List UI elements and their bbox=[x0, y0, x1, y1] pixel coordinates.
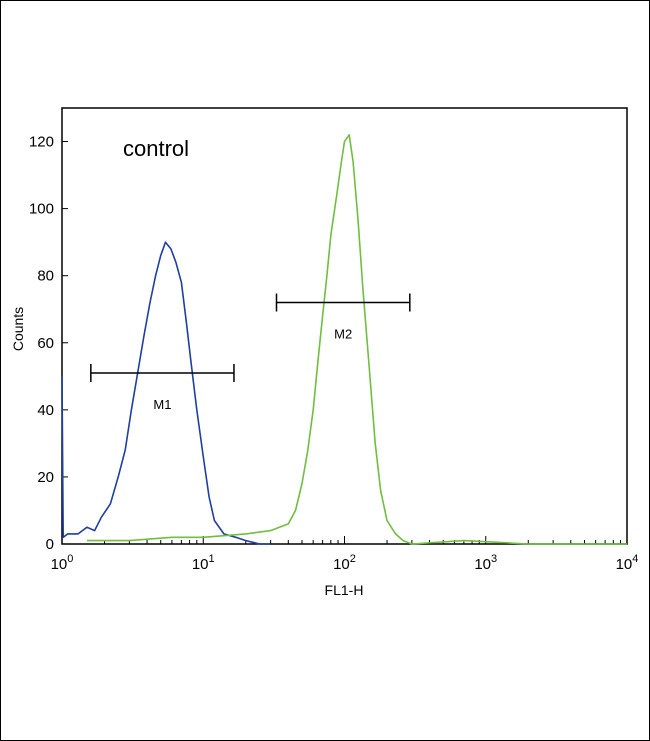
marker-label: M1 bbox=[153, 397, 171, 412]
marker-label: M2 bbox=[334, 327, 352, 342]
x-tick-label: 103 bbox=[474, 553, 497, 573]
gate-markers: M1 M2 bbox=[90, 293, 411, 412]
control-annotation: control bbox=[123, 136, 189, 161]
x-tick-label: 100 bbox=[51, 553, 74, 573]
y-axis-ticks: 0 20 40 60 80 100 120 bbox=[29, 134, 68, 553]
x-tick-label: 102 bbox=[333, 553, 356, 573]
histogram-series-1 bbox=[61, 241, 271, 545]
y-tick-label: 60 bbox=[37, 335, 54, 352]
y-tick-label: 80 bbox=[37, 268, 54, 285]
y-tick-label: 120 bbox=[29, 134, 54, 151]
x-tick-label: 104 bbox=[616, 553, 639, 573]
y-axis-title: Counts bbox=[10, 307, 26, 351]
x-tick-label: 101 bbox=[192, 553, 215, 573]
x-axis-ticks: 100 101 102 103 104 bbox=[51, 536, 639, 573]
y-tick-label: 0 bbox=[46, 536, 54, 553]
y-tick-label: 40 bbox=[37, 402, 54, 419]
x-axis-title: FL1-H bbox=[325, 582, 364, 598]
histogram-series-2 bbox=[86, 134, 627, 545]
y-tick-label: 20 bbox=[37, 469, 54, 486]
series-layer bbox=[61, 134, 627, 545]
y-tick-label: 100 bbox=[29, 201, 54, 218]
